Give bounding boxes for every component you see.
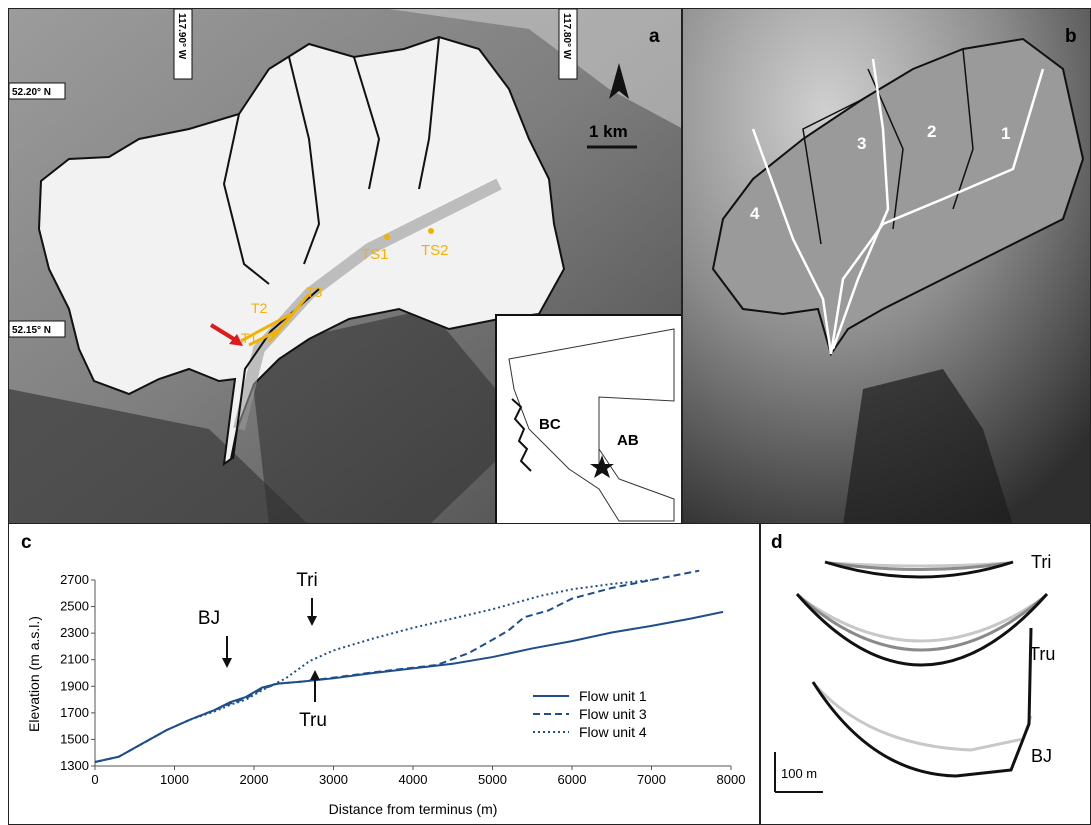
y-tick-label: 2500 [60, 599, 89, 614]
unit-divide [418, 36, 440, 190]
annotation-tru-arrowhead [310, 670, 320, 680]
lat-label-bottom: 52.15° N [12, 325, 51, 336]
x-axis-label: Distance from terminus (m) [329, 801, 498, 817]
x-tick-label: 1000 [160, 772, 189, 787]
inset-label-bc: BC [539, 416, 561, 433]
profile-label-tru: Tru [1029, 644, 1055, 664]
x-tick-label: 2000 [240, 772, 269, 787]
panel-label-c: c [21, 532, 32, 553]
annotation-tri: Tri [296, 570, 317, 591]
x-tick-label: 0 [91, 772, 98, 787]
y-tick-label: 2700 [60, 572, 89, 587]
moraine-band [233, 178, 502, 431]
satellite-map: T1 T2 T3 TS1 TS2 117.90° W 117.80° W 52.… [9, 9, 681, 523]
glacier-outline [37, 35, 566, 467]
elevation-profile-chart: c 0 1000 2000 3000 4000 5000 6000 7000 8000 1300… [21, 532, 746, 817]
legend-label: Flow unit 4 [579, 724, 647, 740]
tri-profile-mid [828, 561, 1010, 571]
transect-label-t3: T3 [306, 284, 323, 300]
unit-divide [952, 48, 974, 210]
tru-profile-mid [798, 594, 1046, 652]
inset-label-ab: AB [617, 432, 639, 449]
mountain-shadow [249, 309, 529, 523]
transect-t2 [248, 329, 278, 347]
flow-unit-label-1: 1 [1001, 124, 1010, 143]
north-arrow-icon [609, 63, 629, 99]
tru-profile-dark [795, 593, 1049, 667]
unit-divide [288, 56, 321, 265]
red-arrowhead-icon [229, 334, 243, 346]
centerline-unit-1 [829, 68, 1045, 355]
centerline-unit-3 [831, 58, 890, 350]
legend: Flow unit 1 Flow unit 3 Flow unit 4 [533, 688, 647, 740]
series-line-flow-unit-4 [94, 579, 652, 763]
lon-label-left: 117.90° W [176, 13, 187, 60]
unit-divide [222, 113, 270, 285]
legend-label: Flow unit 3 [579, 706, 647, 722]
annotation-tri-arrowhead [307, 616, 317, 626]
bj-profile-light [814, 684, 1033, 752]
y-tick-label: 1900 [60, 678, 89, 693]
y-tick-label: 2300 [60, 625, 89, 640]
unit-divide [867, 68, 904, 230]
y-axis-label: Elevation (m a.s.l.) [26, 616, 42, 732]
y-tick-label: 1300 [60, 758, 89, 773]
profile-label-tri: Tri [1031, 552, 1051, 572]
y-tick-label: 1500 [60, 731, 89, 746]
lat-label-top: 52.20° N [12, 87, 51, 98]
x-tick-label: 8000 [717, 772, 746, 787]
panel-label-a: a [649, 26, 660, 47]
annotation-bj-arrowhead [222, 658, 232, 668]
annotation-bj: BJ [198, 608, 220, 629]
flow-unit-label-2: 2 [927, 122, 936, 141]
annotation-tru: Tru [299, 710, 327, 731]
panel-label-d: d [771, 532, 783, 553]
dem-map: 1 2 3 4 b [683, 9, 1090, 523]
centerline-unit-4 [751, 128, 833, 355]
profile-label-bj: BJ [1031, 746, 1052, 766]
stake-ts1-marker [384, 234, 390, 240]
x-tick-label: 7000 [637, 772, 666, 787]
transect-t3 [267, 293, 311, 343]
red-arrow-icon [209, 323, 239, 343]
stake-label-ts1: TS1 [361, 246, 389, 263]
scale-label-100m: 100 m [781, 766, 817, 781]
snow-ridge [9, 9, 681, 128]
x-tick-label: 3000 [319, 772, 348, 787]
transect-label-t1: T1 [241, 330, 258, 346]
y-tick-label: 2100 [60, 652, 89, 667]
cross-section-profiles: d Tri Tru BJ 100 m [771, 532, 1055, 793]
tru-profile-light [800, 596, 1044, 643]
legend-label: Flow unit 1 [579, 688, 647, 704]
bj-profile-dark [811, 627, 1033, 778]
glacier-outline [711, 37, 1085, 357]
transect-t1 [240, 312, 292, 343]
valley-shadow [843, 369, 1013, 523]
panel-label-b: b [1065, 26, 1077, 47]
scale-label: 1 km [589, 122, 628, 141]
panel-d-cross-sections: d Tri Tru BJ 100 m [760, 524, 1091, 825]
flow-unit-label-4: 4 [750, 204, 760, 223]
inset-map: BC AB [495, 314, 681, 523]
panel-a-satellite-map: T1 T2 T3 TS1 TS2 117.90° W 117.80° W 52.… [8, 8, 682, 524]
x-tick-label: 4000 [399, 772, 428, 787]
flow-unit-label-3: 3 [857, 134, 866, 153]
x-tick-label: 5000 [478, 772, 507, 787]
panel-c-elevation-chart: c 0 1000 2000 3000 4000 5000 6000 7000 8000 1300… [8, 524, 760, 825]
stake-ts2-marker [428, 228, 434, 234]
valley-shadow [9, 389, 307, 523]
stake-label-ts2: TS2 [421, 242, 449, 259]
panel-b-dem-map: 1 2 3 4 b [682, 8, 1091, 524]
lon-label-right: 117.80° W [561, 13, 572, 60]
tri-profile-dark [824, 560, 1014, 579]
star-icon [590, 455, 614, 478]
unit-divide [802, 98, 864, 245]
y-tick-label: 1700 [60, 705, 89, 720]
x-tick-label: 6000 [558, 772, 587, 787]
unit-divide [353, 56, 381, 190]
transect-label-t2: T2 [251, 300, 268, 316]
